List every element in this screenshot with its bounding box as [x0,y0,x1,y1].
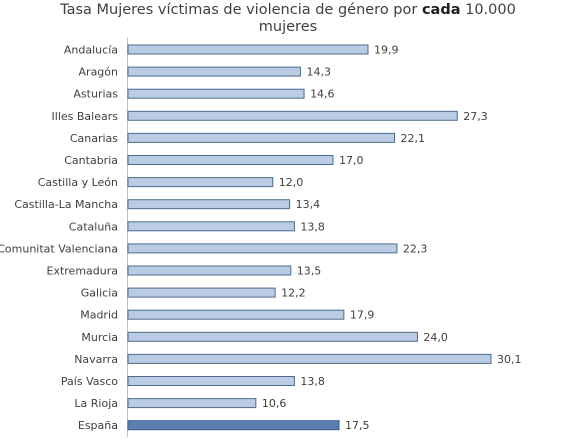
bar [127,243,398,254]
category-label: País Vasco [61,375,118,388]
bar [127,66,301,77]
category-label: Comunitat Valenciana [0,242,118,255]
value-label: 13,8 [300,375,325,388]
bar [127,353,492,364]
bar [127,309,345,320]
category-label: Canarias [70,132,118,145]
value-label: 13,5 [297,265,322,278]
bar [127,199,291,210]
value-label: 22,1 [401,132,426,145]
category-label: Castilla-La Mancha [14,198,118,211]
value-label: 17,5 [345,419,370,432]
category-label: Extremadura [47,265,119,278]
bar [127,155,334,165]
category-label: Madrid [80,309,118,322]
value-label: 22,3 [403,242,428,255]
category-label: Navarra [74,353,118,366]
bar [127,331,418,342]
bars-layer: Andalucía 19,9 Aragón 14,3 Asturias 14,6 Illes… [0,44,522,433]
bar [127,110,458,121]
value-label: 13,4 [296,198,321,211]
chart-title-part-3: 10.000 [460,2,516,18]
bar [127,376,295,386]
value-label: 27,3 [463,110,488,123]
category-label: Cataluña [69,220,118,233]
chart-title: Tasa Mujeres víctimas de violencia de gé… [0,2,576,36]
chart-title-part-4: mujeres [258,19,318,35]
category-label: España [78,419,118,432]
value-label: 17,9 [350,309,375,322]
value-label: 24,0 [423,331,448,344]
bar [127,287,276,298]
chart-title-part-2: cada [421,2,461,18]
value-label: 10,6 [262,397,287,410]
category-label: Galicia [81,287,118,300]
bar [127,44,369,55]
bar [127,221,295,232]
category-label: Andalucía [64,44,118,57]
value-label: 12,0 [279,176,304,189]
bar [127,398,257,409]
bar [127,132,396,143]
value-label: 13,8 [300,220,325,233]
bar [127,177,274,188]
category-label: La Rioja [74,397,118,410]
value-label: 14,6 [310,88,335,101]
value-label: 30,1 [497,353,522,366]
bar [127,88,305,99]
chart-title-part-1: Tasa Mujeres víctimas de violencia de gé… [60,2,422,18]
bar-highlight [127,420,340,431]
bar [127,265,292,276]
category-label: Asturias [73,88,118,101]
value-label: 12,2 [281,287,306,300]
value-label: 19,9 [374,44,399,57]
category-label: Cantabria [64,154,118,167]
value-label: 17,0 [339,154,364,167]
category-label: Castilla y León [38,176,118,189]
category-label: Murcia [81,331,118,344]
value-label: 14,3 [306,66,331,79]
category-label: Aragón [79,66,119,79]
category-label: Illes Balears [52,110,119,123]
